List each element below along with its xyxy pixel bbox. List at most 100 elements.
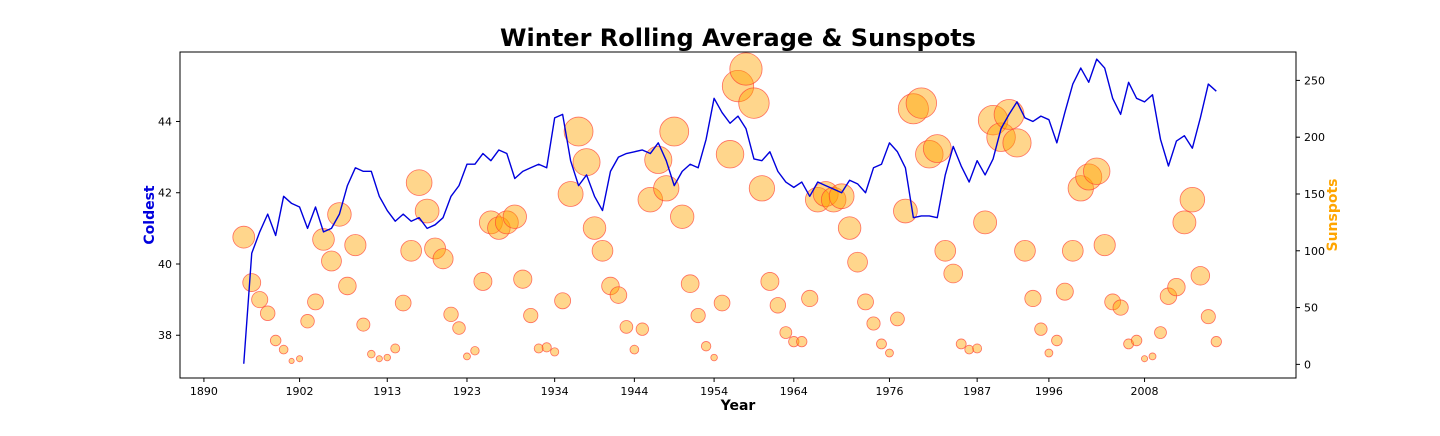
sunspot-bubble (1014, 239, 1036, 262)
sunspot-bubble (1024, 289, 1042, 308)
y-axis-right-label: Sunspots (1325, 178, 1341, 251)
sunspot-bubble (893, 198, 918, 224)
sunspot-bubble (690, 307, 706, 324)
y-axis-left-label: Coldest (142, 185, 158, 245)
plot-layer (232, 52, 1222, 364)
sunspot-bubble (653, 175, 680, 202)
sunspot-bubble (513, 269, 533, 289)
sunspot-bubble (876, 338, 887, 350)
sunspot-bubble (278, 344, 289, 355)
sunspot-bubble (866, 316, 881, 331)
sunspot-bubble (356, 317, 371, 332)
sunspot-bubble (609, 286, 628, 304)
sunspot-bubble (242, 273, 262, 292)
sunspot-bubble (344, 234, 367, 257)
sunspot-bubble (390, 343, 401, 354)
sunspot-bubble (1210, 336, 1222, 348)
sunspot-bubble (934, 239, 957, 262)
y-right-tick-label: 50 (1304, 302, 1318, 315)
sunspot-bubble (367, 349, 376, 359)
sunspot-bubble (890, 311, 905, 327)
sunspot-bubble (470, 346, 480, 356)
sunspot-bubble (629, 344, 640, 355)
sunspot-bubble (463, 352, 471, 361)
sunspot-bubble (670, 204, 695, 229)
sunspot-bubble (300, 314, 315, 329)
sunspot-bubble (563, 116, 594, 147)
sunspot-bubble (591, 239, 614, 262)
x-tick-label: 1964 (780, 385, 808, 398)
sunspot-bubble (619, 320, 634, 334)
sunspot-bubble (715, 140, 745, 169)
x-tick-label: 1987 (963, 385, 991, 398)
sunspot-bubble (533, 343, 544, 354)
sunspot-bubble (557, 181, 584, 207)
y-left-tick-label: 42 (158, 187, 172, 200)
sunspot-bubble (977, 104, 1009, 136)
sunspot-bubble (1075, 163, 1103, 191)
sunspot-bubble (769, 297, 787, 314)
sunspot-bubble (232, 225, 256, 249)
sunspot-bubble (779, 326, 793, 339)
sunspot-bubble (637, 186, 664, 213)
x-tick-label: 1996 (1035, 385, 1063, 398)
x-tick-label: 1954 (700, 385, 728, 398)
sunspot-bubble (1002, 128, 1032, 158)
sunspot-bubble (964, 344, 974, 355)
x-tick-label: 1902 (286, 385, 314, 398)
sunspot-bubble (1200, 309, 1216, 325)
sunspot-bubble (828, 183, 855, 210)
x-tick-label: 1934 (541, 385, 569, 398)
sunspot-bubble (972, 343, 983, 354)
sunspot-bubble (383, 353, 391, 362)
sunspot-bubble (550, 347, 560, 357)
sunspot-bubble (659, 116, 690, 147)
sunspot-bubble (885, 348, 894, 358)
sunspot-bubble (1034, 322, 1048, 336)
sunspot-bubble (820, 186, 847, 213)
sunspot-bubble (1051, 334, 1063, 347)
sunspot-bubble (700, 341, 712, 352)
sunspot-bubble (847, 251, 868, 273)
sunspot-bubble (760, 272, 780, 291)
sunspot-bubble (321, 250, 342, 272)
sunspot-bubble (554, 292, 572, 310)
sunspot-bubble (943, 263, 964, 284)
sunspot-bubble (1083, 157, 1111, 185)
sunspot-bubble (338, 276, 357, 296)
sunspot-bubble (680, 274, 700, 294)
sunspot-bubble (915, 140, 944, 169)
y-left-tick-label: 38 (158, 329, 172, 342)
y-left-tick-label: 40 (158, 258, 172, 271)
sunspot-bubble (312, 228, 335, 251)
y-left-tick-label: 44 (158, 115, 172, 128)
sunspot-bubble (955, 338, 967, 350)
coldest-line (243, 58, 1217, 364)
sunspot-bubble (710, 353, 718, 362)
x-tick-label: 1944 (620, 385, 648, 398)
sunspot-bubble (296, 355, 304, 363)
y-right-tick-label: 250 (1304, 74, 1325, 87)
sunspot-bubble (1093, 234, 1116, 257)
sunspot-bubble (1044, 348, 1054, 358)
sunspot-bubble (307, 293, 324, 311)
sunspot-bubble (922, 134, 952, 163)
x-tick-label: 1923 (453, 385, 481, 398)
sunspot-bubble (414, 198, 440, 224)
x-axis-label: Year (720, 398, 756, 414)
sunspot-bubble (400, 239, 422, 262)
sunspot-bubble (801, 289, 819, 308)
sunspot-bubble (905, 87, 938, 119)
sunspot-bubble (582, 216, 607, 240)
chart-title: Winter Rolling Average & Sunspots (500, 24, 976, 52)
sunspot-bubble (721, 69, 755, 103)
sunspot-bubble (523, 307, 539, 324)
sunspot-bubble (644, 145, 673, 174)
sunspot-bubble (541, 342, 552, 353)
sunspot-bubble (1104, 293, 1122, 311)
sunspot-bubble (1067, 175, 1094, 202)
sunspot-bubble (251, 291, 269, 309)
sunspot-bubble (1172, 210, 1197, 235)
